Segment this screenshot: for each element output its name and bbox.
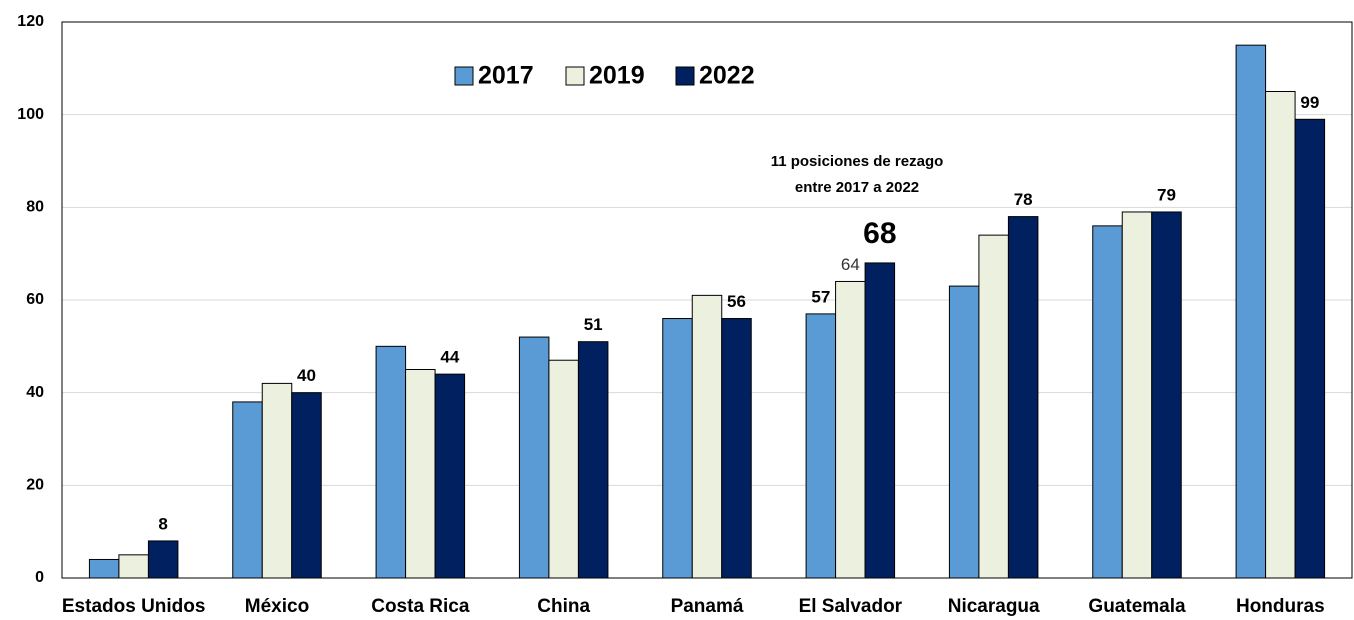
legend-label: 2017 <box>478 62 534 90</box>
bar <box>548 359 579 579</box>
y-tick-label: 40 <box>26 384 44 401</box>
annotation: 11 posiciones de rezago <box>771 153 944 170</box>
y-tick-label: 0 <box>35 569 44 586</box>
annotation: entre 2017 a 2022 <box>795 179 919 196</box>
data-label: 68 <box>863 217 896 250</box>
legend-label: 2019 <box>589 62 645 90</box>
x-tick-label: Nicaragua <box>948 596 1040 617</box>
legend-label: 2022 <box>699 62 755 90</box>
x-tick-label: Honduras <box>1236 596 1325 617</box>
data-label: 99 <box>1300 93 1319 112</box>
bar <box>835 280 866 579</box>
data-label: 8 <box>158 514 167 533</box>
y-tick-label: 80 <box>26 199 44 216</box>
y-tick-label: 20 <box>26 477 44 494</box>
bar <box>691 294 723 579</box>
data-label: 57 <box>811 287 830 306</box>
bar <box>864 262 896 579</box>
data-label: 64 <box>841 255 860 274</box>
bar <box>1092 225 1123 579</box>
x-tick-label: China <box>537 596 590 617</box>
bar <box>1151 211 1182 579</box>
bar <box>261 382 293 579</box>
x-tick-label: Costa Rica <box>371 596 470 617</box>
bar <box>118 554 149 579</box>
bar <box>721 318 752 579</box>
data-label: 51 <box>584 315 603 334</box>
bar <box>434 373 466 579</box>
x-tick-label: Estados Unidos <box>62 596 206 617</box>
bar <box>375 345 407 579</box>
bar <box>232 401 263 579</box>
x-tick-label: México <box>245 596 309 617</box>
bar <box>405 369 436 579</box>
y-tick-label: 60 <box>26 291 44 308</box>
data-label: 56 <box>727 292 746 311</box>
x-tick-label: El Salvador <box>799 596 903 617</box>
x-tick-label: Panamá <box>671 596 744 617</box>
bar <box>577 341 609 579</box>
bar <box>147 540 179 579</box>
data-label: 40 <box>297 366 316 385</box>
y-tick-label: 100 <box>17 106 44 123</box>
bar <box>1007 216 1039 579</box>
bar <box>948 285 980 579</box>
legend-swatch <box>565 66 585 86</box>
bar <box>978 234 1009 579</box>
y-tick-label: 120 <box>17 13 44 30</box>
data-label: 79 <box>1157 185 1176 204</box>
data-label: 78 <box>1014 190 1033 209</box>
bar <box>1121 211 1153 579</box>
legend-swatch <box>675 66 695 86</box>
bar <box>805 313 837 579</box>
bar <box>291 392 322 579</box>
bar <box>88 558 120 579</box>
bar <box>518 336 550 579</box>
x-tick-label: Guatemala <box>1088 596 1186 617</box>
data-label: 44 <box>440 348 459 367</box>
bar <box>1265 91 1296 579</box>
bar <box>1235 44 1267 579</box>
bar <box>1294 118 1326 579</box>
bar <box>662 318 693 579</box>
legend-swatch <box>454 66 474 86</box>
